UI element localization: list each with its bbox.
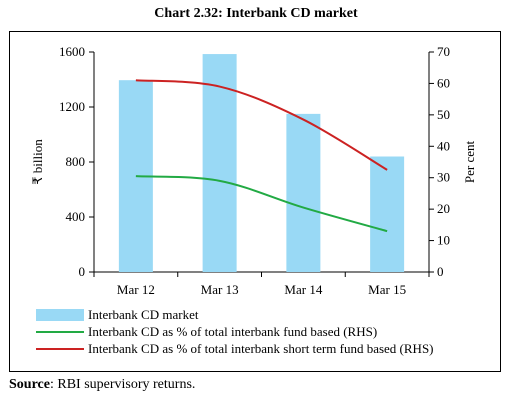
legend: Interbank CD market Interbank CD as % of …	[36, 307, 434, 356]
legend-label: Interbank CD as % of total interbank fun…	[88, 324, 377, 339]
y-axis-title-right: Per cent	[462, 140, 477, 183]
legend-swatch-bar	[36, 309, 84, 321]
bar	[286, 113, 321, 272]
y-axis-title-left: ₹ billion	[30, 139, 45, 185]
x-tick-label: Mar 13	[201, 282, 239, 297]
y-tick-label-left: 1600	[59, 44, 85, 59]
series-line	[135, 79, 388, 171]
bar-series	[118, 54, 405, 272]
y-tick-label-right: 0	[437, 264, 444, 279]
chart-plot: 0 400 800 1200 1600 0 10 20 30 40 50 60 70 Mar 12 Mar …	[30, 44, 477, 356]
y-tick-label-right: 10	[437, 233, 450, 248]
chart-title: Chart 2.32: Interbank CD market	[154, 6, 358, 21]
y-tick-label-left: 400	[66, 209, 86, 224]
axis-titles: ₹ billion Per cent	[30, 139, 477, 185]
x-tick-label: Mar 14	[284, 282, 322, 297]
legend-label: Interbank CD market	[88, 307, 199, 322]
bar	[370, 156, 405, 272]
source-text: : RBI supervisory returns.	[49, 377, 196, 392]
y-tick-label-right: 30	[437, 170, 450, 185]
legend-label: Interbank CD as % of total interbank sho…	[88, 341, 434, 356]
y-tick-label-left: 1200	[59, 99, 85, 114]
line-series	[135, 79, 388, 233]
x-tick-label: Mar 15	[368, 282, 406, 297]
y-tick-label-right: 40	[437, 138, 450, 153]
chart-frame: 0 400 800 1200 1600 0 10 20 30 40 50 60 70 Mar 12 Mar …	[9, 31, 501, 372]
y-tick-label-right: 70	[437, 44, 450, 59]
tick-labels: 0 400 800 1200 1600 0 10 20 30 40 50 60 70 Mar 12 Mar …	[59, 44, 450, 297]
series-line	[135, 175, 388, 233]
y-tick-label-left: 0	[79, 264, 86, 279]
source-note: Source: RBI supervisory returns.	[9, 377, 195, 393]
source-label: Source	[9, 377, 50, 392]
y-tick-label-right: 50	[437, 107, 450, 122]
y-tick-label-right: 20	[437, 201, 450, 216]
y-tick-label-right: 60	[437, 75, 450, 90]
x-tick-label: Mar 12	[117, 282, 155, 297]
y-tick-label-left: 800	[66, 154, 86, 169]
